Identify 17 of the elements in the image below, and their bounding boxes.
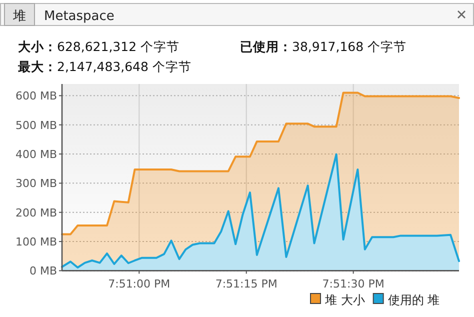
y-tick-label: 500 MB xyxy=(15,118,57,132)
text: 已使用：38,917,168 个字节 xyxy=(240,39,407,54)
text: 大小：628,621,312 个字节 xyxy=(18,39,180,54)
legend-label: 使用的 堆 xyxy=(388,293,440,307)
y-tick-label: 0 MB xyxy=(29,264,57,278)
text: 最大：2,147,483,648 个字节 xyxy=(17,59,192,74)
y-tick-label: 600 MB xyxy=(15,90,57,103)
x-tick-label: 7:51:30 PM xyxy=(322,278,384,291)
x-tick-label: 7:51:00 PM xyxy=(108,278,170,291)
legend-label: 堆 大小 xyxy=(324,293,365,307)
x-tick-label: 7:51:15 PM xyxy=(215,278,278,291)
y-tick-label: 400 MB xyxy=(15,148,57,162)
y-tick-label: 100 MB xyxy=(15,236,57,249)
text: Metaspace xyxy=(44,9,114,24)
y-tick-label: 300 MB xyxy=(15,177,57,190)
y-tick-label: 200 MB xyxy=(15,206,57,220)
text: 堆 xyxy=(12,9,26,24)
